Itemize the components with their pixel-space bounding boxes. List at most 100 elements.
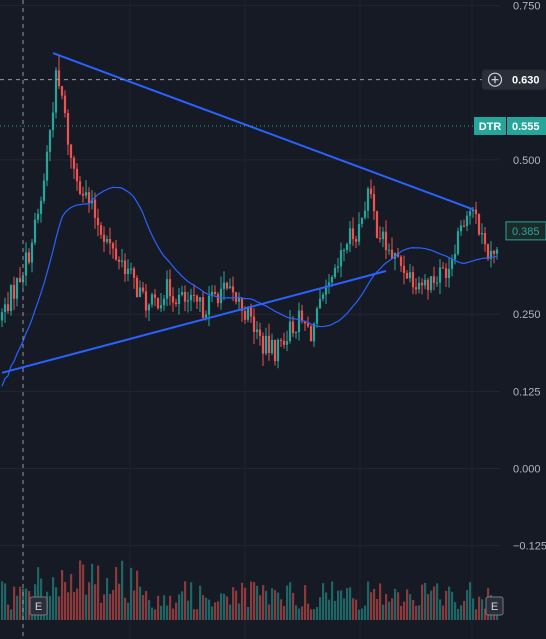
candle[interactable]	[159, 292, 163, 313]
candle[interactable]	[369, 179, 373, 199]
candle[interactable]	[186, 291, 190, 313]
candle[interactable]	[111, 241, 115, 259]
candle[interactable]	[438, 259, 442, 295]
candle[interactable]	[114, 240, 118, 261]
candle[interactable]	[423, 274, 427, 290]
candle[interactable]	[228, 278, 232, 289]
candle[interactable]	[36, 208, 40, 224]
candle[interactable]	[237, 292, 241, 310]
trendline-0[interactable]	[52, 52, 474, 211]
candle[interactable]	[483, 226, 487, 252]
candle[interactable]	[195, 294, 199, 310]
candle[interactable]	[387, 243, 391, 255]
candle[interactable]	[87, 187, 91, 213]
candle[interactable]	[429, 276, 433, 294]
candle[interactable]	[3, 297, 7, 323]
candle[interactable]	[138, 280, 142, 298]
candle[interactable]	[444, 263, 448, 288]
candle[interactable]	[51, 102, 55, 138]
candle[interactable]	[72, 155, 76, 179]
candle[interactable]	[297, 302, 301, 341]
trendline-1[interactable]	[1, 270, 387, 374]
candle[interactable]	[162, 294, 166, 311]
candle[interactable]	[417, 276, 421, 294]
candle[interactable]	[12, 276, 16, 311]
candle[interactable]	[156, 297, 160, 310]
candle[interactable]	[441, 262, 445, 270]
candle[interactable]	[174, 298, 178, 307]
candle[interactable]	[375, 210, 379, 239]
candle[interactable]	[309, 324, 313, 342]
candle[interactable]	[42, 173, 46, 204]
candle[interactable]	[144, 283, 148, 318]
candle[interactable]	[273, 339, 277, 366]
candle[interactable]	[141, 281, 145, 294]
candle[interactable]	[456, 227, 460, 256]
candle[interactable]	[180, 285, 184, 297]
candle[interactable]	[48, 129, 52, 162]
candle[interactable]	[147, 303, 151, 321]
candle[interactable]	[270, 333, 274, 356]
candle[interactable]	[198, 297, 202, 313]
candle[interactable]	[351, 217, 355, 246]
candle[interactable]	[468, 208, 472, 225]
candle[interactable]	[477, 213, 481, 236]
candle[interactable]	[408, 263, 412, 283]
candle[interactable]	[183, 285, 187, 312]
candle[interactable]	[27, 248, 31, 265]
candle[interactable]	[348, 221, 352, 253]
candle[interactable]	[216, 292, 220, 308]
candle[interactable]	[126, 259, 130, 282]
candle[interactable]	[327, 274, 331, 294]
candle[interactable]	[210, 285, 214, 303]
candle[interactable]	[45, 145, 49, 187]
candle[interactable]	[105, 235, 109, 245]
event-marker-right[interactable]: E	[485, 596, 504, 616]
candle[interactable]	[279, 337, 283, 348]
candle[interactable]	[339, 242, 343, 278]
candle[interactable]	[318, 289, 322, 309]
candle[interactable]	[405, 270, 409, 280]
candle[interactable]	[288, 309, 292, 344]
candle[interactable]	[345, 242, 349, 254]
candle[interactable]	[255, 321, 259, 340]
candle[interactable]	[303, 320, 307, 331]
candle[interactable]	[411, 266, 415, 295]
candle[interactable]	[495, 246, 499, 260]
candle[interactable]	[108, 227, 112, 255]
candle[interactable]	[252, 308, 256, 345]
candle[interactable]	[402, 255, 406, 285]
candle[interactable]	[24, 242, 28, 286]
candle[interactable]	[129, 262, 133, 275]
candle[interactable]	[453, 244, 457, 265]
candle[interactable]	[291, 315, 295, 337]
candle[interactable]	[357, 212, 361, 246]
candle[interactable]	[207, 286, 211, 327]
candle[interactable]	[33, 212, 37, 246]
candle[interactable]	[96, 208, 100, 237]
candle[interactable]	[201, 291, 205, 320]
candle[interactable]	[168, 269, 172, 306]
candle[interactable]	[153, 288, 157, 307]
candle[interactable]	[264, 327, 268, 356]
candle[interactable]	[66, 109, 70, 156]
candle[interactable]	[414, 278, 418, 295]
candle[interactable]	[435, 276, 439, 287]
candle[interactable]	[282, 332, 286, 349]
candle[interactable]	[15, 277, 19, 307]
candle[interactable]	[177, 287, 181, 315]
candle[interactable]	[432, 266, 436, 291]
candle[interactable]	[426, 277, 430, 300]
candle[interactable]	[384, 220, 388, 260]
candle[interactable]	[102, 226, 106, 252]
candle[interactable]	[354, 236, 358, 248]
candle[interactable]	[135, 275, 139, 298]
candle[interactable]	[150, 292, 154, 308]
candle[interactable]	[222, 271, 226, 301]
candle[interactable]	[57, 54, 61, 89]
add-alert-plus-icon[interactable]	[487, 72, 503, 87]
candle[interactable]	[390, 237, 394, 260]
candle[interactable]	[378, 226, 382, 243]
